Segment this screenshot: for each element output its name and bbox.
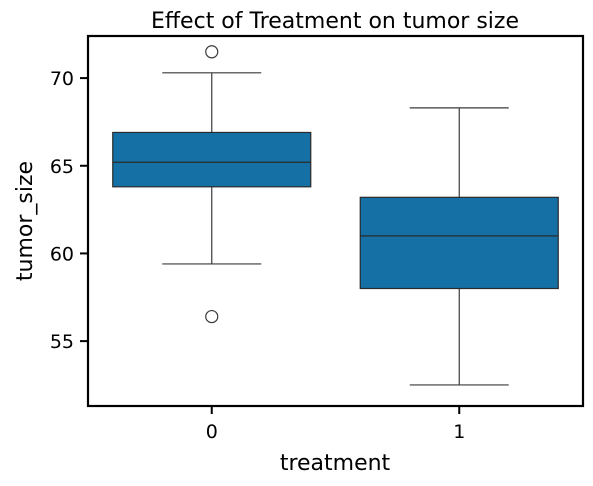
plot-area	[112, 45, 559, 386]
iqr-box	[359, 196, 559, 290]
outlier-point	[205, 309, 219, 324]
y-tick-label: 65	[50, 156, 74, 178]
x-tick-label: 0	[206, 421, 218, 443]
y-axis-label: tumor_size	[13, 161, 38, 281]
y-tick-label: 60	[50, 243, 74, 265]
outlier-point	[205, 45, 219, 59]
box-group-0	[112, 45, 312, 324]
y-axis: 55 60 65 70	[50, 68, 88, 353]
x-axis-label: treatment	[280, 451, 391, 476]
y-tick-label: 55	[50, 331, 74, 353]
box-group-1	[359, 107, 559, 386]
x-tick-label: 1	[453, 421, 465, 443]
y-tick-label: 70	[50, 68, 74, 90]
iqr-box	[112, 131, 312, 188]
plot-frame	[86, 34, 585, 408]
chart-title: Effect of Treatment on tumor size	[151, 9, 519, 34]
